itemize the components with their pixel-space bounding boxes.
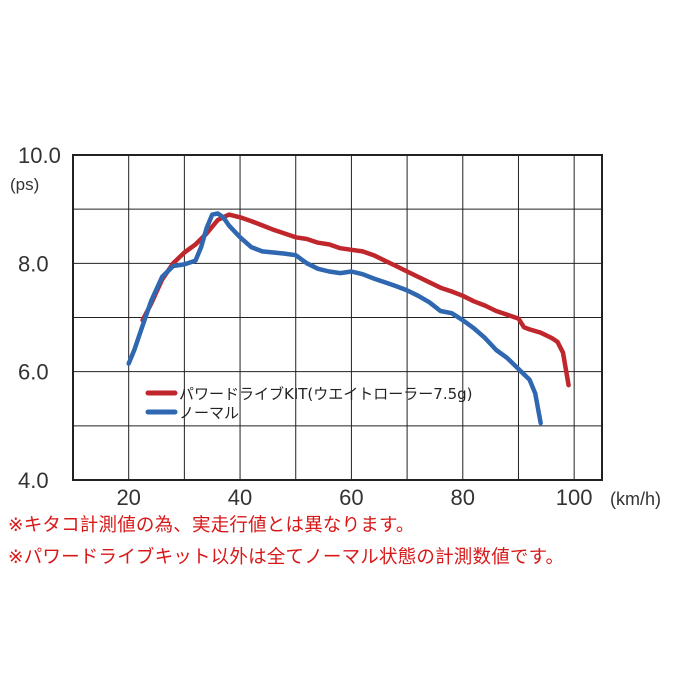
x-tick-label: 80 [451, 485, 475, 510]
x-axis-label: (km/h) [610, 489, 661, 509]
series-lines [126, 211, 571, 426]
notes: ※キタコ計測値の為、実走行値とは異なります。 ※パワードライブキット以外は全てノ… [8, 510, 698, 574]
y-tick-label: 4.0 [18, 468, 49, 493]
note-normal-condition-disclaimer: ※パワードライブキット以外は全てノーマル状態の計測数値です。 [8, 547, 565, 568]
legend: パワードライブKIT(ウエイトローラー7.5g)ノーマル [145, 385, 473, 422]
x-tick-label: 40 [228, 485, 252, 510]
power-chart: 4.0 6.0 8.0 10.0 20 40 60 80 100 (ps) (km/h) パワー… [10, 143, 661, 510]
x-tick-label: 100 [556, 485, 593, 510]
y-tick-label: 8.0 [18, 251, 49, 276]
y-axis-label: (ps) [10, 175, 39, 194]
legend-label: ノーマル [179, 404, 239, 422]
legend-label: パワードライブKIT(ウエイトローラー7.5g) [179, 385, 473, 403]
plot-border [72, 154, 603, 481]
tick-labels: 4.0 6.0 8.0 10.0 20 40 60 80 100 [18, 143, 593, 510]
plot-frame [72, 154, 603, 481]
x-tick-label: 20 [116, 485, 140, 510]
series-line-0 [140, 212, 571, 388]
series-line-1 [126, 211, 543, 426]
y-tick-label: 6.0 [18, 360, 49, 385]
grid [73, 155, 602, 480]
x-tick-label: 60 [339, 485, 363, 510]
y-tick-label: 10.0 [18, 143, 61, 168]
note-measurement-disclaimer: ※キタコ計測値の為、実走行値とは異なります。 [8, 515, 415, 536]
